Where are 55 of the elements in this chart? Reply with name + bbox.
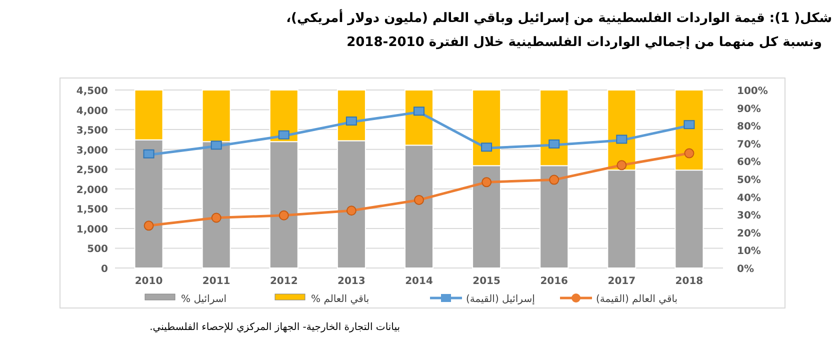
- point: [211, 212, 222, 223]
- point: [346, 116, 357, 126]
- point: [144, 220, 154, 231]
- legend-label: % باقي العالم: [311, 294, 370, 305]
- point: [684, 148, 694, 158]
- point: [278, 130, 290, 140]
- subtitle: ونسبة كل منهما من إجمالي الواردات الفلسطينية خلال الفترة 2010-2018: [346, 35, 822, 50]
- text: 3,500: [76, 126, 108, 137]
- text: 1,500: [76, 204, 108, 216]
- text: 20%: [737, 228, 761, 240]
- legend-label: باقي العالم (القيمة): [596, 294, 678, 305]
- point: [143, 149, 154, 158]
- point: [414, 194, 424, 205]
- category-label: 2018: [675, 276, 704, 287]
- annotation: بيانات التجارة الخارجية- الجهاز المركزي للإحصاء الفلسطيني.: [150, 322, 400, 333]
- point: [548, 139, 560, 148]
- point: [278, 210, 289, 220]
- text: 2,500: [76, 165, 108, 176]
- text: 70%: [737, 139, 761, 150]
- category-label: 2010: [134, 276, 163, 287]
- text: 60%: [737, 157, 761, 168]
- category-label: 2013: [338, 276, 366, 287]
- text: 500: [87, 244, 108, 256]
- text: 10%: [737, 246, 761, 258]
- category-label: 2011: [202, 276, 230, 287]
- point: [549, 174, 560, 185]
- category-label: 2012: [270, 276, 298, 287]
- text: 3,000: [76, 145, 108, 156]
- point: [684, 120, 695, 130]
- category-label: 2014: [405, 276, 433, 287]
- point: [616, 160, 627, 170]
- legend-label: إسرائيل (القيمة): [466, 294, 536, 305]
- title: شكل( 1): قيمة الواردات الفلسطينية من إسرائيل وباقي العالم (مليون دولار أمريكي)،: [286, 11, 832, 26]
- category-label: 2016: [540, 276, 568, 287]
- text: 4,000: [76, 106, 108, 117]
- text: 4,500: [76, 86, 108, 97]
- point: [616, 134, 628, 144]
- point: [482, 177, 492, 188]
- category-label: 2015: [472, 276, 500, 287]
- text: 0%: [737, 264, 754, 275]
- text: 0: [101, 264, 108, 275]
- text: 2,000: [76, 184, 108, 196]
- legend-label: % اسرائيل: [181, 294, 227, 305]
- text: 50%: [737, 175, 761, 186]
- point: [481, 142, 492, 152]
- text: 30%: [737, 210, 761, 222]
- point: [346, 206, 356, 216]
- category-label: 2017: [608, 276, 636, 287]
- text: 100%: [737, 86, 768, 97]
- text: 90%: [737, 104, 761, 115]
- point: [414, 106, 424, 116]
- text: 80%: [737, 122, 761, 133]
- text: 1,000: [76, 224, 108, 236]
- point: [210, 140, 222, 150]
- text: 40%: [737, 192, 761, 204]
